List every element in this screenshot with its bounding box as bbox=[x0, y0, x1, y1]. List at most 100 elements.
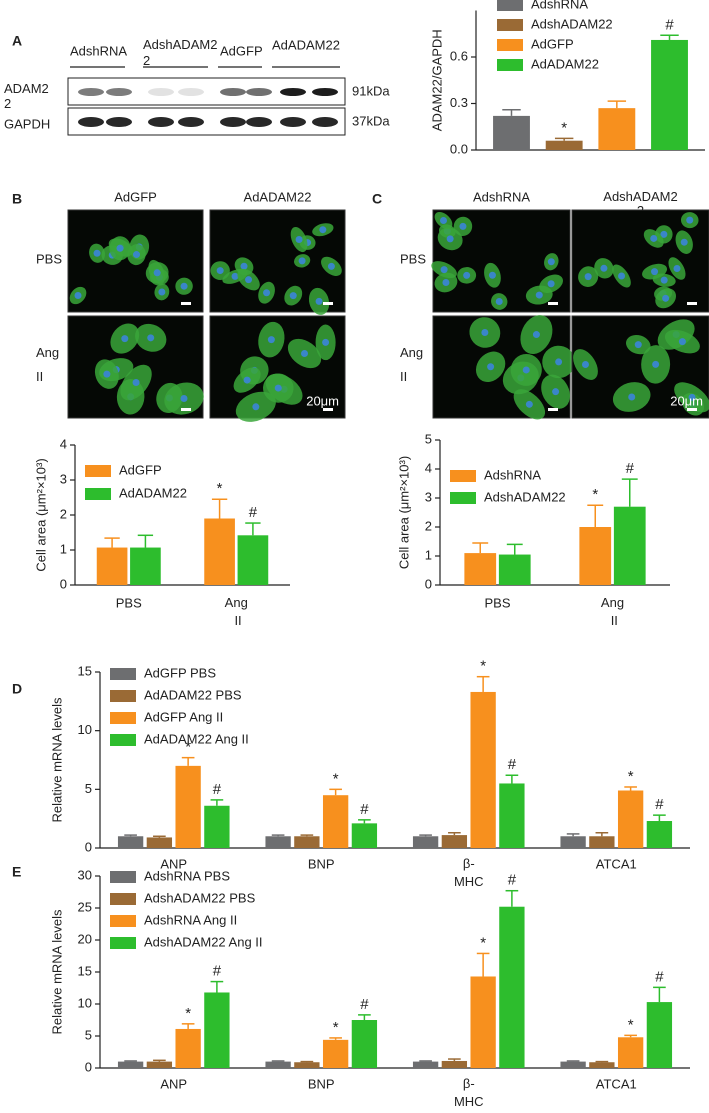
bar bbox=[351, 1020, 378, 1068]
bar bbox=[441, 1060, 468, 1068]
y-tick-label: 2 bbox=[60, 506, 67, 521]
nucleus bbox=[547, 258, 555, 266]
significance-marker: * bbox=[185, 739, 191, 756]
scale-bar bbox=[323, 302, 333, 305]
y-tick-label: 15 bbox=[78, 963, 92, 978]
bar bbox=[175, 1028, 201, 1068]
nucleus bbox=[103, 370, 111, 378]
bar bbox=[464, 553, 497, 585]
bar bbox=[294, 1062, 320, 1068]
bar bbox=[617, 790, 644, 848]
nucleus bbox=[481, 328, 489, 336]
lane-label: AdADAM22 bbox=[272, 37, 340, 52]
scale-label: 20μm bbox=[670, 393, 703, 408]
nucleus bbox=[231, 272, 239, 280]
bar bbox=[96, 547, 128, 585]
nucleus bbox=[158, 288, 166, 296]
bar bbox=[117, 1061, 144, 1068]
significance-marker: # bbox=[360, 801, 369, 818]
bar bbox=[146, 837, 173, 848]
significance-marker: # bbox=[626, 460, 635, 477]
row-label: Ang II bbox=[400, 345, 423, 384]
blot-band bbox=[148, 88, 174, 96]
y-tick-label: 25 bbox=[78, 899, 92, 914]
blot-band bbox=[106, 88, 132, 96]
bar bbox=[589, 836, 615, 848]
bar bbox=[441, 835, 468, 848]
bar bbox=[146, 1061, 173, 1068]
scale-bar bbox=[548, 302, 558, 305]
bar bbox=[322, 795, 349, 848]
scale-bar bbox=[181, 302, 191, 305]
scale-bar bbox=[181, 408, 191, 411]
scale-bar bbox=[687, 408, 697, 411]
nucleus bbox=[263, 289, 271, 297]
bar bbox=[265, 1061, 291, 1068]
bar bbox=[617, 1037, 644, 1068]
legend-swatch bbox=[450, 492, 476, 504]
legend-label: AdshRNA bbox=[484, 467, 541, 482]
nucleus bbox=[488, 271, 496, 279]
nucleus bbox=[446, 235, 454, 243]
y-tick-label: 0.3 bbox=[450, 95, 468, 110]
band-size: 91kDa bbox=[352, 83, 390, 98]
y-tick-label: 4 bbox=[60, 436, 67, 451]
nucleus bbox=[600, 264, 608, 272]
y-axis-label: Relative mRNA levels bbox=[49, 697, 64, 822]
y-tick-label: 20 bbox=[78, 931, 92, 946]
nucleus bbox=[634, 341, 642, 349]
legend-swatch bbox=[110, 690, 136, 702]
nucleus bbox=[274, 384, 282, 392]
legend-swatch bbox=[110, 668, 136, 680]
legend-swatch bbox=[110, 915, 136, 927]
scale-bar bbox=[687, 302, 697, 305]
legend-label: AdGFP bbox=[531, 36, 574, 51]
blot-band bbox=[106, 117, 132, 127]
bar bbox=[498, 554, 531, 585]
column-title: AdshRNA bbox=[473, 189, 530, 204]
row-label: Ang II bbox=[36, 345, 59, 384]
bar bbox=[204, 805, 230, 848]
scale-bar bbox=[323, 408, 333, 411]
nucleus bbox=[581, 361, 589, 369]
panel-label: A bbox=[12, 33, 22, 49]
y-tick-label: 15 bbox=[78, 663, 92, 678]
x-tick-label: ATCA1 bbox=[596, 856, 637, 871]
column-title: AdGFP bbox=[114, 189, 157, 204]
significance-marker: # bbox=[655, 968, 664, 985]
blot-band bbox=[78, 117, 104, 127]
lane-label: AdGFP bbox=[220, 43, 263, 58]
nucleus bbox=[93, 249, 101, 257]
legend-label: AdshADAM22 Ang II bbox=[144, 934, 263, 949]
scale-label: 20μm bbox=[306, 393, 339, 408]
legend-label: AdGFP bbox=[119, 462, 162, 477]
x-tick-label: β-MHC bbox=[454, 1076, 484, 1109]
significance-marker: * bbox=[333, 770, 339, 787]
y-tick-label: 5 bbox=[425, 431, 432, 446]
bar bbox=[651, 39, 688, 151]
y-tick-label: 0 bbox=[85, 839, 92, 854]
band-label: ADAM2 2 bbox=[4, 81, 49, 111]
x-tick-label: Ang II bbox=[225, 595, 248, 628]
nucleus bbox=[243, 376, 251, 384]
nucleus bbox=[547, 280, 555, 288]
significance-marker: * bbox=[628, 768, 634, 785]
bar bbox=[204, 518, 235, 585]
nucleus bbox=[121, 335, 129, 343]
nucleus bbox=[289, 292, 297, 300]
legend-label: AdshADAM22 bbox=[484, 489, 566, 504]
bar bbox=[175, 765, 201, 848]
legend-label: AdADAM22 bbox=[531, 56, 599, 71]
nucleus bbox=[240, 262, 248, 270]
blot-band bbox=[280, 88, 306, 96]
lane-label: AdshADAM2 2 bbox=[143, 37, 217, 68]
bar bbox=[613, 506, 646, 585]
blot-band bbox=[78, 88, 104, 96]
bar bbox=[265, 836, 291, 848]
legend-swatch bbox=[110, 871, 136, 883]
nucleus bbox=[153, 269, 161, 277]
legend-label: AdshRNA Ang II bbox=[144, 912, 237, 927]
nucleus bbox=[651, 268, 659, 276]
nucleus bbox=[116, 244, 124, 252]
y-tick-label: 5 bbox=[85, 1027, 92, 1042]
